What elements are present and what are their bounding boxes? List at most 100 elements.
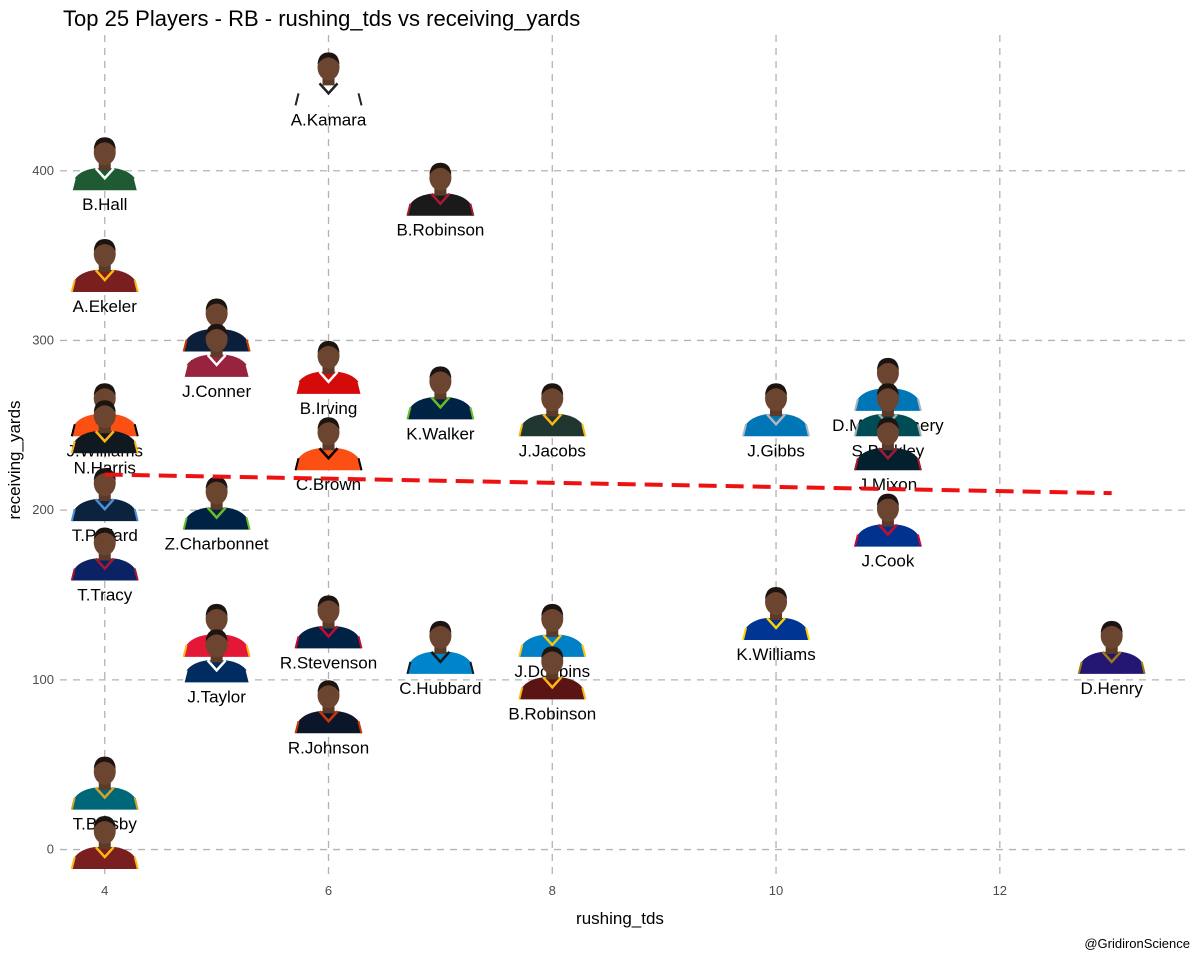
player-label: K.Walker	[406, 424, 475, 443]
player-label: A.Ekeler	[73, 297, 138, 316]
player-hair	[93, 756, 116, 769]
player-label: B.Hall	[82, 195, 127, 214]
player-point: J.Dobbins	[514, 603, 590, 681]
player-head	[93, 139, 116, 166]
jersey-collar	[766, 617, 786, 630]
player-head	[93, 529, 116, 556]
y-tick-label: 0	[47, 842, 54, 857]
jersey-collar	[206, 354, 227, 367]
jersey-trim	[742, 627, 811, 641]
player-hair	[541, 603, 564, 616]
jersey-collar	[318, 82, 339, 96]
jersey-trim	[70, 797, 139, 810]
jersey-collar	[94, 430, 115, 444]
player-label: R.Johnson	[288, 738, 369, 757]
player-head	[93, 402, 116, 429]
player-point: T.Bigsby	[70, 756, 139, 834]
jersey-collar	[542, 634, 563, 647]
jersey-trim	[294, 636, 363, 649]
player-neck	[98, 161, 111, 171]
player-label: J.Cook	[861, 552, 914, 571]
jersey-trim	[294, 381, 363, 395]
player-point: T.Tracy	[70, 527, 139, 605]
player-head	[317, 419, 340, 446]
jersey-trim	[182, 339, 251, 352]
player-neck	[322, 76, 335, 86]
player-head	[205, 605, 228, 632]
player-point: C.Hubbard	[399, 620, 482, 698]
player-hair	[93, 468, 116, 481]
jersey-collar	[877, 447, 898, 461]
jersey-collar	[94, 498, 115, 512]
player-neck	[546, 627, 559, 637]
player-head	[541, 605, 564, 632]
x-axis-title: rushing_tds	[576, 909, 664, 928]
player-point: N.Harris	[70, 400, 139, 477]
player-head	[317, 54, 340, 81]
player-neck	[434, 186, 447, 196]
player-label: C.Hubbard	[399, 679, 481, 698]
player-point: J.Conner	[182, 323, 251, 401]
player-head	[93, 818, 116, 845]
jersey-collar	[94, 557, 115, 571]
player-point: Z.Charbonnet	[165, 476, 269, 554]
player-neck	[210, 653, 223, 663]
player-hair	[205, 323, 228, 336]
jersey-trim	[406, 407, 475, 420]
player-label: C.Brown	[296, 475, 361, 494]
jersey-trim	[182, 670, 251, 683]
player-head	[541, 385, 564, 412]
y-axis-ticks: 0 100 200 300 400	[32, 163, 54, 857]
jersey-collar	[430, 192, 451, 206]
player-neck	[322, 441, 335, 451]
jersey-collar	[318, 710, 339, 724]
player-hair	[765, 586, 788, 599]
jersey-trim	[853, 534, 922, 547]
player-hair	[317, 680, 340, 693]
player-neck	[881, 517, 894, 527]
player-neck	[434, 644, 447, 654]
player-hair	[429, 620, 452, 633]
player-hair	[205, 629, 228, 642]
player-neck	[881, 441, 894, 451]
x-tick-label: 10	[769, 883, 783, 898]
player-neck	[322, 619, 335, 629]
jersey-trim	[853, 398, 922, 412]
player-point: D.Henry	[1077, 620, 1146, 698]
player-hair	[317, 52, 340, 65]
player-neck	[98, 492, 111, 502]
x-tick-label: 12	[993, 883, 1007, 898]
player-point: A.Ekeler	[70, 239, 139, 316]
player-hair	[876, 417, 899, 430]
player-neck	[881, 407, 894, 417]
player-hair	[541, 383, 564, 396]
jersey-trim	[70, 508, 139, 522]
player-point: J.Taylor	[182, 629, 251, 706]
jersey-trim	[853, 457, 922, 471]
y-tick-label: 300	[32, 332, 54, 347]
jersey-trim	[742, 424, 811, 437]
jersey-trim	[853, 424, 922, 437]
player-neck	[210, 500, 223, 510]
player-label: J.Jacobs	[519, 441, 586, 460]
player-head	[876, 495, 899, 522]
player-hair	[876, 357, 899, 370]
player-neck	[322, 704, 335, 714]
player-point: A.Kamara	[291, 52, 367, 129]
player-head	[317, 597, 340, 624]
data-points: A.KamaraB.HallB.RobinsonA.EkelerD.SwiftJ…	[67, 52, 1146, 870]
player-head	[93, 241, 116, 268]
jersey-trim	[518, 644, 587, 658]
player-point: R.Stevenson	[280, 595, 377, 672]
player-hair	[205, 298, 228, 311]
player-label: J.Gibbs	[747, 441, 805, 460]
player-point: B.Robinson	[396, 162, 484, 240]
jersey-collar	[430, 396, 451, 410]
player-hair	[876, 493, 899, 506]
trendline-layer	[104, 472, 1112, 496]
player-head	[205, 325, 228, 352]
player-point: C.Brown	[294, 417, 363, 494]
y-tick-label: 200	[32, 502, 54, 517]
player-point: J.Gibbs	[742, 383, 811, 460]
